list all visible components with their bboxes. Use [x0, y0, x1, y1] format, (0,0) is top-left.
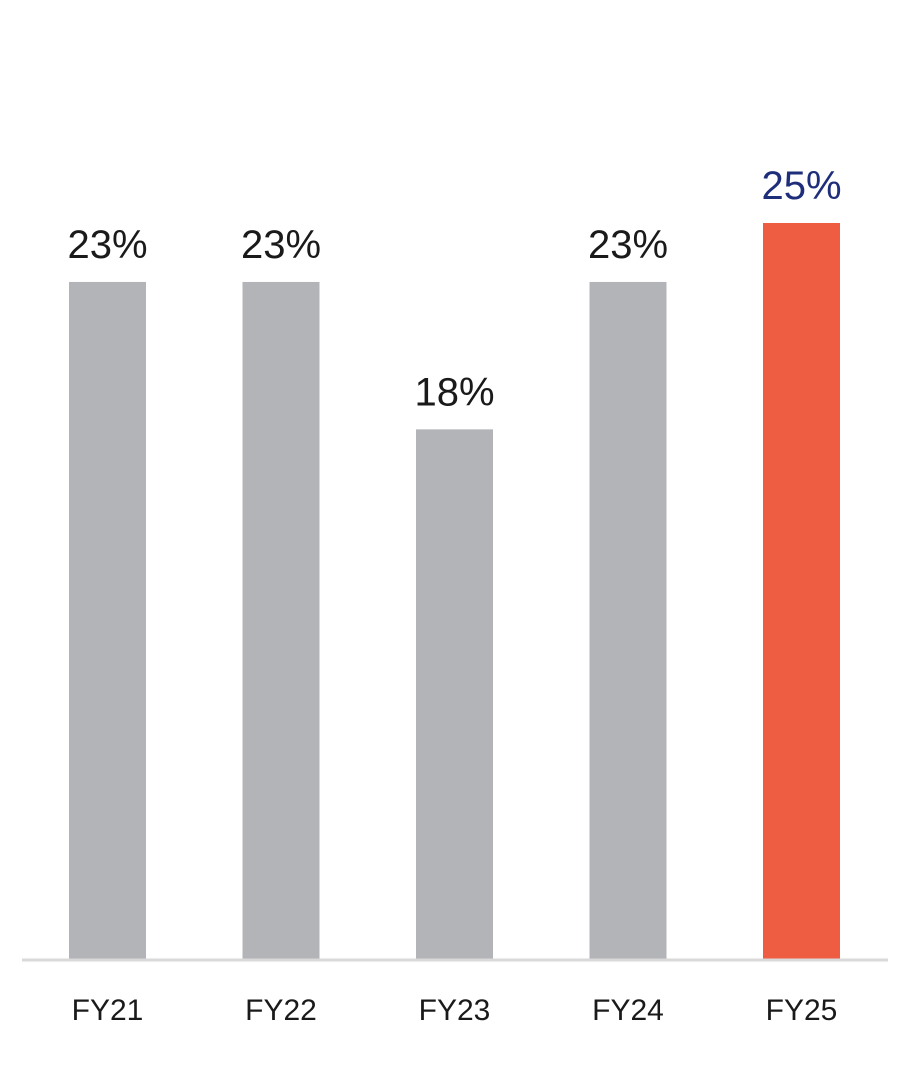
value-labels-group: 23% 23% 18% 23% 25% — [67, 164, 841, 414]
bar-fy23 — [416, 429, 493, 960]
bar-fy25 — [763, 223, 840, 960]
value-label-fy24: 23% — [588, 223, 668, 267]
category-labels-group: FY21 FY22 FY23 FY24 FY25 — [72, 994, 838, 1027]
bar-fy22 — [242, 281, 320, 961]
value-label-fy25: 25% — [761, 164, 841, 208]
category-label-fy23: FY23 — [419, 994, 491, 1027]
category-label-fy24: FY24 — [592, 994, 664, 1027]
bar-fy24 — [589, 281, 667, 961]
value-label-fy23: 18% — [414, 370, 494, 414]
category-label-fy21: FY21 — [72, 994, 144, 1027]
value-label-fy22: 23% — [241, 223, 321, 267]
bars-group — [69, 223, 840, 961]
value-label-fy21: 23% — [67, 223, 147, 267]
category-label-fy25: FY25 — [766, 994, 838, 1027]
category-label-fy22: FY22 — [245, 994, 317, 1027]
bar-fy21 — [69, 281, 146, 961]
